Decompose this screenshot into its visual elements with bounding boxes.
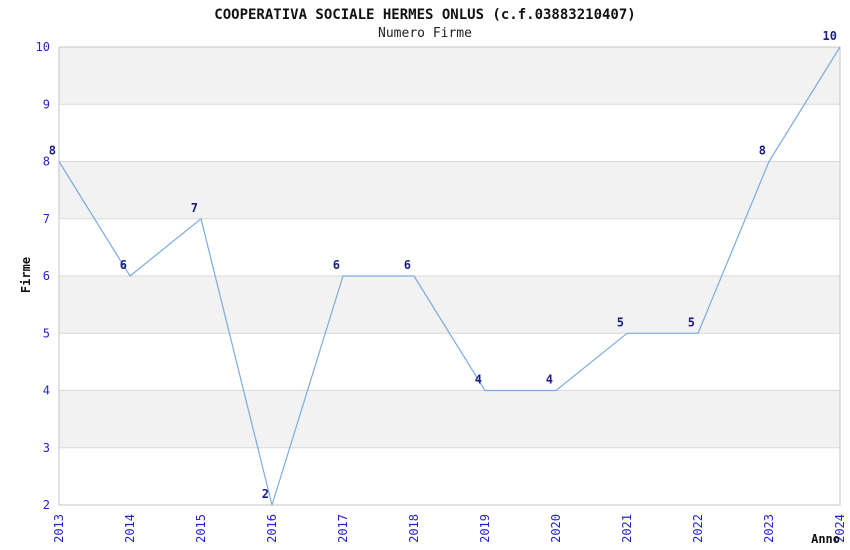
x-tick-label: 2017 bbox=[336, 514, 350, 543]
y-tick-label: 6 bbox=[43, 269, 50, 283]
data-label: 4 bbox=[546, 373, 553, 387]
x-tick-label: 2021 bbox=[620, 514, 634, 543]
chart-subtitle: Numero Firme bbox=[378, 26, 472, 41]
data-label: 6 bbox=[404, 258, 411, 272]
y-axis-title: Firme bbox=[19, 256, 33, 294]
data-label: 8 bbox=[759, 144, 766, 158]
y-tick-label: 10 bbox=[36, 40, 50, 54]
grid-band bbox=[59, 47, 840, 105]
data-label: 4 bbox=[475, 373, 482, 387]
y-tick-label: 3 bbox=[43, 441, 50, 455]
x-tick-label: 2013 bbox=[52, 514, 66, 543]
data-label: 8 bbox=[49, 144, 56, 158]
y-tick-label: 7 bbox=[43, 212, 50, 226]
grid-band bbox=[59, 276, 840, 334]
data-label: 6 bbox=[120, 258, 127, 272]
chart-title: COOPERATIVA SOCIALE HERMES ONLUS (c.f.03… bbox=[214, 7, 636, 23]
data-label: 5 bbox=[688, 315, 695, 329]
data-label: 7 bbox=[191, 201, 198, 215]
x-tick-label: 2015 bbox=[194, 514, 208, 543]
x-tick-label: 2024 bbox=[833, 514, 847, 543]
x-tick-label: 2016 bbox=[265, 514, 279, 543]
y-tick-label: 4 bbox=[43, 384, 50, 398]
data-label: 5 bbox=[617, 315, 624, 329]
grid-band bbox=[59, 161, 840, 219]
y-tick-label: 8 bbox=[43, 155, 50, 169]
x-tick-label: 2022 bbox=[691, 514, 705, 543]
x-tick-label: 2023 bbox=[762, 514, 776, 543]
plot-border bbox=[58, 46, 841, 506]
x-tick-label: 2019 bbox=[478, 514, 492, 543]
grid-band bbox=[59, 390, 840, 448]
x-tick-label: 2020 bbox=[549, 514, 563, 543]
y-tick-label: 9 bbox=[43, 97, 50, 111]
data-label: 6 bbox=[333, 258, 340, 272]
x-tick-label: 2018 bbox=[407, 514, 421, 543]
y-tick-label: 2 bbox=[43, 498, 50, 512]
x-tick-label: 2014 bbox=[123, 514, 137, 543]
data-label: 2 bbox=[262, 487, 269, 501]
data-label: 10 bbox=[823, 29, 837, 43]
y-tick-label: 5 bbox=[43, 326, 50, 340]
series-line bbox=[58, 46, 841, 506]
x-axis-title: Anno bbox=[811, 532, 840, 546]
